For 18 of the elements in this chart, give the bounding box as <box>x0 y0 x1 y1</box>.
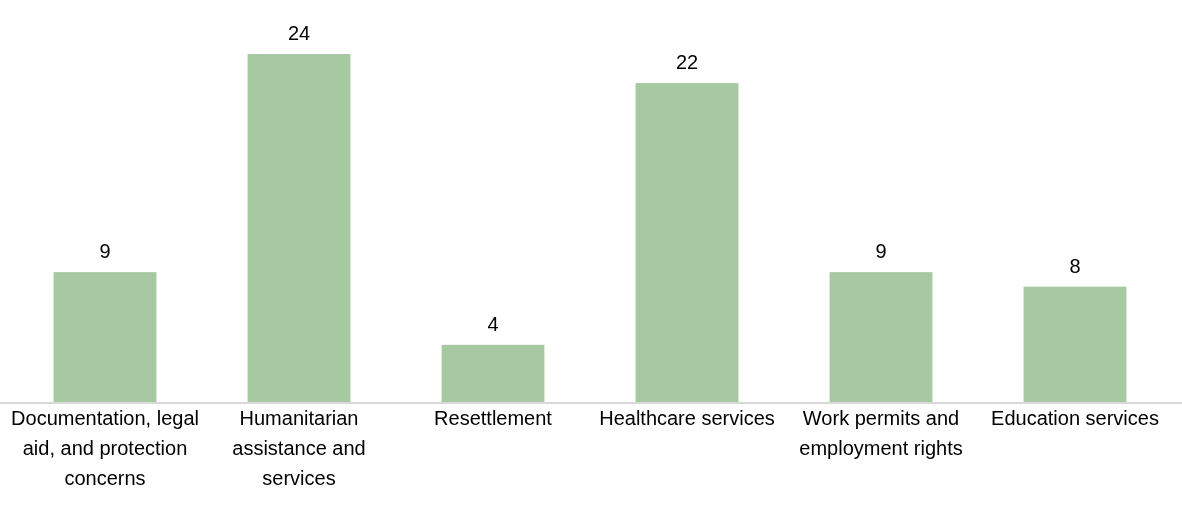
x-tick-label: Work permits and employment rights <box>799 407 963 459</box>
x-tick-label: Healthcare services <box>599 407 775 429</box>
data-label: 9 <box>875 240 887 263</box>
bar <box>53 272 157 403</box>
bar <box>635 83 739 403</box>
bar <box>829 272 933 403</box>
data-label: 9 <box>99 240 111 263</box>
data-label: 4 <box>487 312 499 335</box>
data-label: 22 <box>675 51 699 74</box>
bar <box>441 344 545 403</box>
bar <box>247 54 351 403</box>
x-tick-label: Education services <box>991 407 1159 429</box>
x-tick-label: Humanitarian assistance and services <box>232 407 366 489</box>
data-label: 8 <box>1069 254 1081 277</box>
x-tick-label: Documentation, legal aid, and protection concerns <box>11 407 199 489</box>
bar <box>1023 286 1127 403</box>
data-label: 24 <box>287 22 311 44</box>
x-tick-label: Resettlement <box>434 407 553 429</box>
